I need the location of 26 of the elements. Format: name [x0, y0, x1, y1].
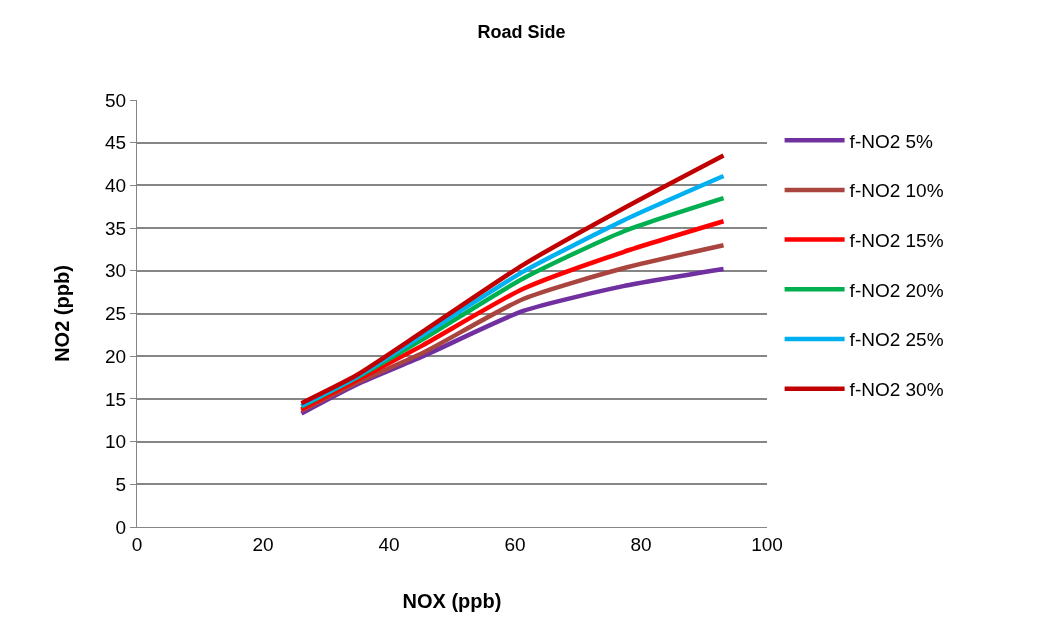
- y-tick-label: 10: [105, 431, 127, 453]
- x-axis-title: NOX (ppb): [402, 590, 502, 613]
- y-tick-label: 5: [115, 473, 127, 495]
- y-tick-label: 25: [105, 303, 127, 325]
- x-tick-label: 0: [131, 533, 143, 555]
- x-tick-label: 80: [630, 533, 652, 555]
- y-tick-label: 35: [105, 217, 127, 239]
- y-tick-label: 20: [105, 345, 127, 367]
- legend-label: f-NO2 10%: [849, 180, 944, 202]
- x-tick-label: 100: [751, 533, 783, 555]
- y-tick-label: 15: [105, 388, 127, 410]
- legend-label: f-NO2 15%: [849, 230, 944, 252]
- x-tick-label: 40: [378, 533, 400, 555]
- legend-label: f-NO2 25%: [849, 329, 944, 351]
- x-tick-label: 60: [504, 533, 526, 555]
- legend-label: f-NO2 20%: [849, 279, 944, 301]
- legend-label: f-NO2 5%: [849, 130, 934, 152]
- y-tick-label: 45: [105, 132, 127, 154]
- legend-label: f-NO2 30%: [849, 379, 944, 401]
- y-tick-label: 40: [105, 175, 127, 197]
- x-tick-label: 20: [252, 533, 274, 555]
- y-tick-label: 50: [105, 89, 127, 111]
- y-axis-title: NO2 (ppb): [50, 265, 73, 362]
- chart-title: Road Side: [477, 22, 566, 43]
- y-tick-label: 30: [105, 260, 127, 282]
- y-tick-label: 0: [115, 516, 127, 538]
